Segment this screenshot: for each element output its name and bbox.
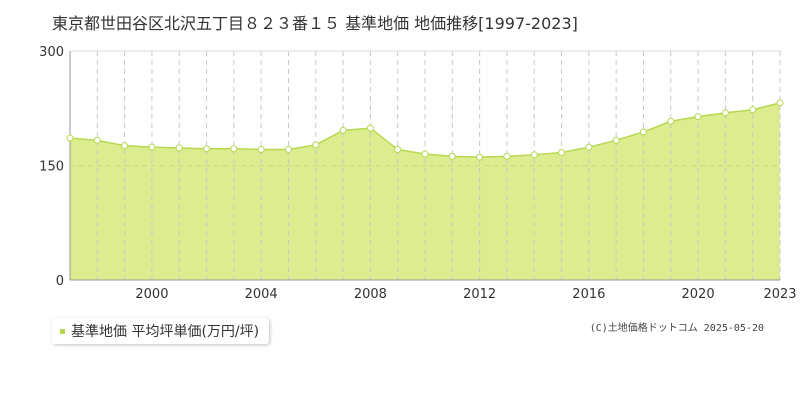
copyright-text: (C)土地価格ドットコム 2025-05-20	[589, 323, 764, 334]
y-tick-label: 150	[39, 160, 64, 175]
data-point	[694, 113, 702, 121]
legend: 基準地価 平均坪単価(万円/坪)	[52, 318, 270, 344]
data-point	[476, 153, 484, 161]
data-point	[448, 152, 456, 160]
x-tick-label: 2023	[763, 287, 796, 302]
x-tick-label: 2020	[682, 287, 715, 302]
data-point	[585, 143, 593, 151]
y-tick-label: 0	[56, 274, 64, 289]
x-tick-label: 2000	[135, 287, 168, 302]
data-point	[503, 152, 511, 160]
data-point	[394, 145, 402, 153]
data-point	[721, 109, 729, 117]
data-point	[366, 124, 374, 132]
data-point	[66, 134, 74, 142]
x-tick-label: 2012	[463, 287, 496, 302]
data-point	[230, 145, 238, 153]
data-point	[93, 136, 101, 144]
data-point	[312, 141, 320, 149]
data-point	[175, 144, 183, 152]
data-point	[558, 149, 566, 157]
data-point	[284, 145, 292, 153]
x-tick-label: 2016	[572, 287, 605, 302]
y-tick-label: 300	[39, 45, 64, 60]
x-tick-label: 2004	[245, 287, 278, 302]
data-point	[421, 150, 429, 158]
chart-title: 東京都世田谷区北沢五丁目８２３番１５ 基準地価 地価推移[1997-2023]	[52, 14, 578, 33]
series-area	[70, 102, 780, 280]
data-point	[203, 145, 211, 153]
data-point	[667, 117, 675, 125]
data-point	[339, 126, 347, 134]
data-point	[121, 142, 129, 150]
legend-marker	[60, 328, 65, 334]
data-point	[612, 136, 620, 144]
data-point	[749, 106, 757, 114]
data-point	[639, 128, 647, 136]
legend-label: 基準地価 平均坪単価(万円/坪)	[71, 324, 260, 340]
data-point	[148, 143, 156, 151]
data-point	[530, 151, 538, 159]
x-tick-label: 2008	[354, 287, 387, 302]
data-point	[257, 145, 265, 153]
data-point	[776, 99, 784, 107]
